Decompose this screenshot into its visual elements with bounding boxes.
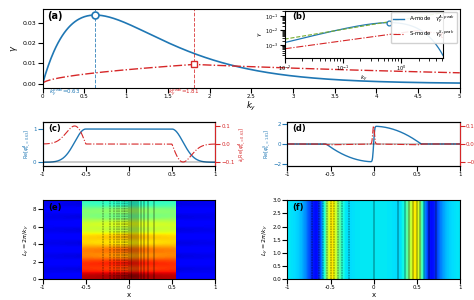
X-axis label: x: x [127,292,131,298]
Y-axis label: $L_y=2\pi/k_y$: $L_y=2\pi/k_y$ [21,224,32,256]
X-axis label: x: x [372,292,376,298]
Y-axis label: $\partial_y$Re[$\varphi^A_{k_y=0.63}$]: $\partial_y$Re[$\varphi^A_{k_y=0.63}$] [236,126,247,162]
Text: (c): (c) [48,124,61,133]
Text: (f): (f) [292,203,304,212]
Legend: A-mode   $\gamma_y^{A,peak}$, S-mode   $\gamma_y^{S,peak}$: A-mode $\gamma_y^{A,peak}$, S-mode $\gam… [391,12,457,43]
Text: (e): (e) [48,203,61,212]
X-axis label: $k_y$: $k_y$ [246,100,256,113]
Y-axis label: $\gamma$: $\gamma$ [9,45,20,52]
Text: (d): (d) [292,124,306,133]
Text: (a): (a) [47,11,63,21]
Y-axis label: $L_y=2\pi/k_y$: $L_y=2\pi/k_y$ [261,224,271,256]
Y-axis label: Re[$\varphi^S_{k_y=1.81}$]: Re[$\varphi^S_{k_y=1.81}$] [261,129,272,159]
Text: $k_y^{peak}$=0.63: $k_y^{peak}$=0.63 [49,87,81,99]
Text: $k_y^{peak}$=1.81: $k_y^{peak}$=1.81 [168,87,199,99]
Y-axis label: Re[$\varphi^A_{k_y=0.63}$]: Re[$\varphi^A_{k_y=0.63}$] [20,129,32,159]
